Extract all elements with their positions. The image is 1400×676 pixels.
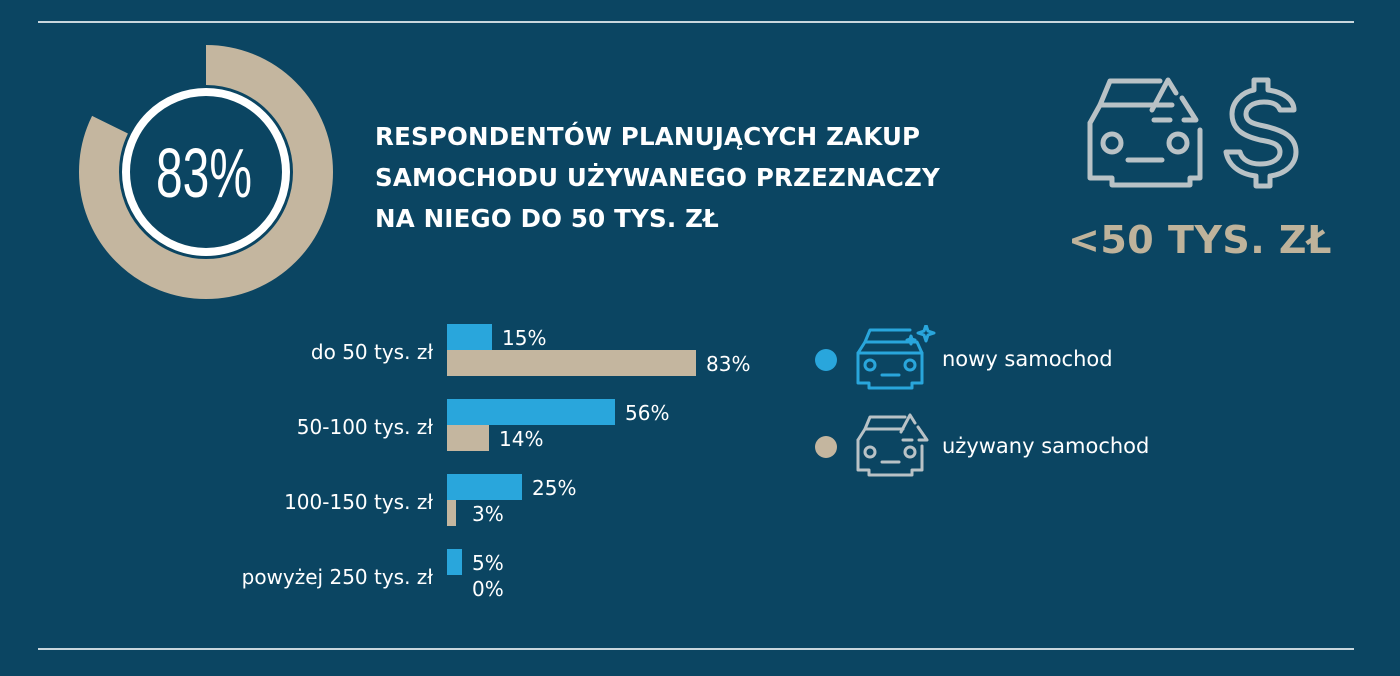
value-label-u-ywany-samochod-1: 83% — [706, 352, 750, 376]
dollar-icon — [1223, 77, 1299, 189]
value-label-nowy-samochod-3: 25% — [532, 476, 576, 500]
legend-item-new: nowy samochod — [815, 325, 1175, 395]
value-label-u-ywany-samochod-4: 0% — [472, 577, 504, 601]
legend-dot-used — [815, 436, 837, 458]
used-car-icon — [856, 413, 929, 477]
bar-nowy-samochod-4 — [447, 549, 462, 575]
new-car-icon — [856, 325, 936, 390]
headline-line-1: RESPONDENTÓW PLANUJĄCYCH ZAKUP — [375, 122, 921, 151]
bottom-divider — [38, 648, 1354, 650]
headline-line-3: NA NIEGO DO 50 TYS. ZŁ — [375, 204, 719, 233]
recycled-car-icon — [1087, 77, 1203, 188]
legend-item-used: używany samochod — [815, 412, 1175, 482]
bar-chart: do 50 tys. zł 15% 83% 50-100 tys. zł 56% 14% 1… — [242, 324, 750, 601]
headline: RESPONDENTÓW PLANUJĄCYCH ZAKUP SAMOCHODU… — [375, 116, 995, 239]
legend-label-new: nowy samochod — [942, 347, 1113, 371]
value-label-nowy-samochod-1: 15% — [502, 326, 546, 350]
bar-nowy-samochod-1 — [447, 324, 492, 350]
bar-u-ywany-samochod-2 — [447, 425, 489, 451]
donut-chart: 83% — [79, 45, 333, 299]
value-label-u-ywany-samochod-2: 14% — [499, 427, 543, 451]
category-label-do-50-tys-z: do 50 tys. zł — [311, 340, 433, 364]
bar-nowy-samochod-2 — [447, 399, 615, 425]
top-divider — [38, 21, 1354, 23]
bar-nowy-samochod-3 — [447, 474, 522, 500]
value-label-nowy-samochod-2: 56% — [625, 401, 669, 425]
headline-line-2: SAMOCHODU UŻYWANEGO PRZEZNACZY — [375, 163, 940, 192]
bar-u-ywany-samochod-3 — [447, 500, 456, 526]
legend-label-used: używany samochod — [942, 434, 1150, 458]
category-label-100-150-tys-z: 100-150 tys. zł — [284, 490, 433, 514]
category-label-powy-ej-250-tys-z: powyżej 250 tys. zł — [242, 565, 434, 589]
category-label-50-100-tys-z: 50-100 tys. zł — [297, 415, 434, 439]
value-label-u-ywany-samochod-3: 3% — [472, 502, 504, 526]
price-badge-label: <50 TYS. ZŁ — [1068, 218, 1332, 262]
donut-filled-arc — [79, 45, 333, 299]
legend-dot-new — [815, 349, 837, 371]
bar-u-ywany-samochod-1 — [447, 350, 696, 376]
value-label-nowy-samochod-4: 5% — [472, 551, 504, 575]
price-icons — [1087, 77, 1299, 189]
donut-value-label: 83% — [156, 134, 252, 212]
donut-inner-circle — [122, 88, 290, 256]
